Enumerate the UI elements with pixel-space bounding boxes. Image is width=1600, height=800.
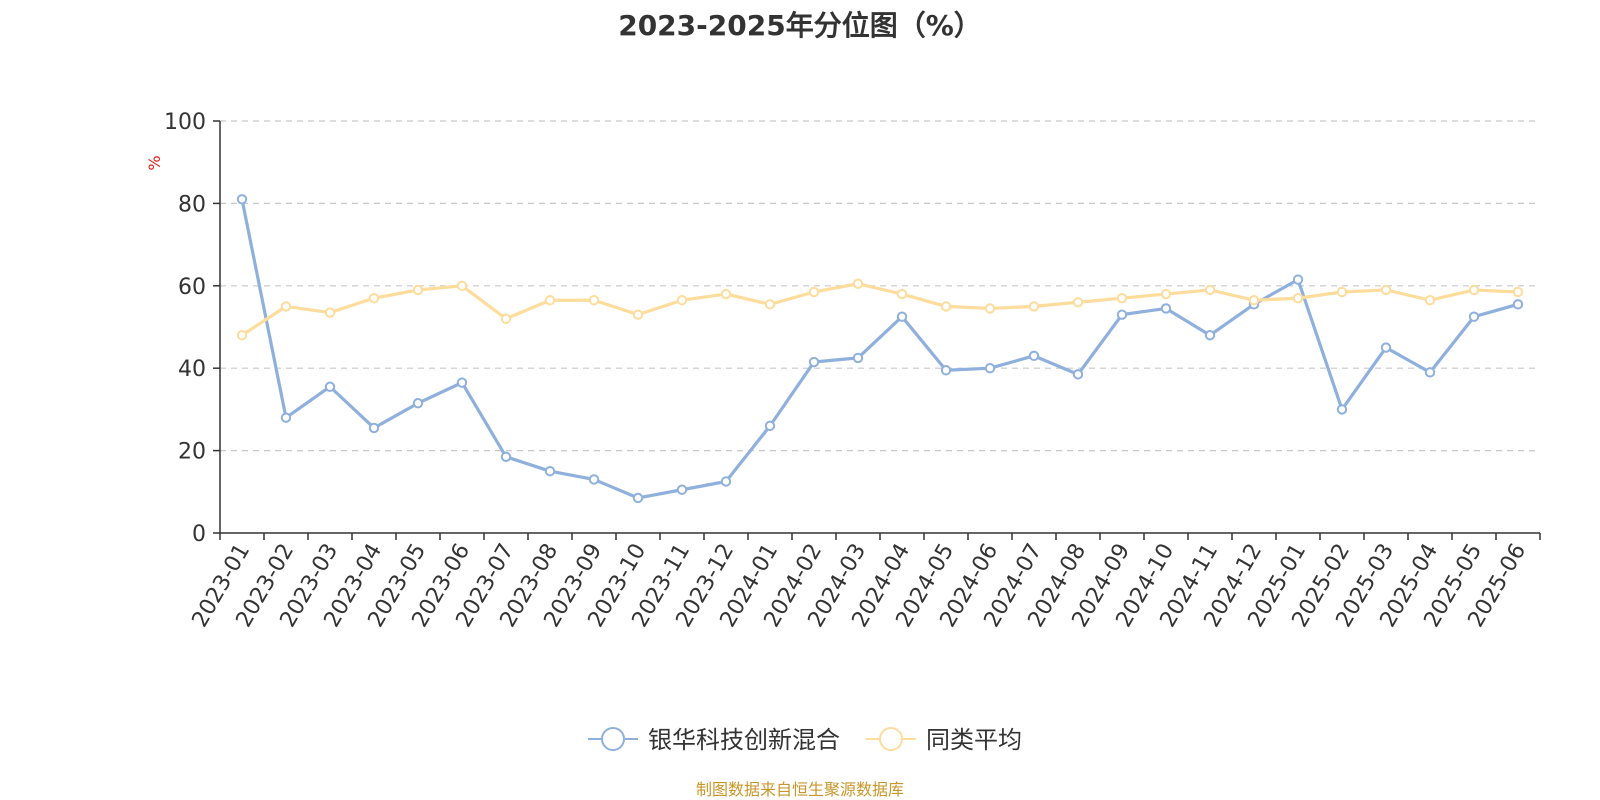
y-axis-unit-label: % (145, 155, 164, 170)
data-point (1204, 284, 1216, 296)
data-point (720, 476, 732, 487)
data-point (1292, 292, 1304, 304)
y-tick-label: 40 (178, 357, 206, 382)
data-point (940, 365, 952, 376)
data-point (1248, 295, 1260, 306)
source-note: 制图数据来自恒生聚源数据库 (695, 780, 904, 799)
axes: 0204060801002023-012023-022023-032023-04… (164, 110, 1541, 632)
data-point (368, 292, 380, 304)
data-point (412, 284, 424, 296)
data-point (456, 377, 468, 388)
data-point (588, 295, 600, 306)
data-point (1424, 367, 1436, 378)
data-point (1160, 303, 1172, 314)
data-point (896, 311, 908, 322)
data-point (1380, 342, 1392, 353)
data-point (1512, 286, 1524, 298)
data-point (1028, 301, 1040, 312)
data-point (588, 474, 600, 485)
data-point (676, 295, 688, 306)
legend-label: 银华科技创新混合 (648, 726, 840, 754)
series-line (240, 198, 1519, 500)
data-point (1028, 350, 1040, 362)
data-point (764, 299, 776, 310)
data-point (544, 466, 556, 477)
data-point (896, 288, 908, 300)
data-point (1072, 297, 1084, 308)
data-point (1380, 284, 1392, 296)
data-point (984, 303, 996, 314)
legend-marker (601, 727, 625, 751)
data-point (280, 301, 292, 312)
legend-marker (879, 727, 903, 751)
data-point (764, 420, 776, 432)
data-point (1116, 292, 1128, 304)
legend: 银华科技创新混合 同类平均 (588, 726, 1022, 754)
grid-lines (220, 120, 1540, 452)
data-point (632, 492, 644, 504)
data-point (940, 301, 952, 312)
data-point (852, 278, 864, 289)
data-point (236, 330, 248, 341)
data-point (1292, 274, 1304, 285)
data-point (1336, 286, 1348, 298)
data-point (852, 352, 864, 364)
data-point (456, 280, 468, 291)
data-point (368, 422, 380, 434)
data-point (544, 295, 556, 306)
data-point (412, 398, 424, 409)
chart-title: 2023-2025年分位图（%） (618, 9, 982, 42)
data-point (500, 313, 512, 324)
legend-label: 同类平均 (926, 726, 1022, 754)
data-point (1072, 369, 1084, 380)
y-tick-label: 0 (192, 522, 206, 547)
data-point (280, 412, 292, 423)
data-point (984, 363, 996, 374)
data-point (324, 381, 336, 392)
series-line (241, 282, 1519, 337)
data-point (1160, 288, 1172, 300)
data-point (1116, 309, 1128, 320)
data-point (1204, 330, 1216, 341)
series-lines (236, 194, 1524, 504)
y-tick-label: 100 (164, 110, 206, 135)
data-point (808, 286, 820, 298)
data-point (1468, 284, 1480, 296)
data-point (500, 451, 512, 462)
y-tick-label: 60 (178, 275, 206, 300)
data-point (324, 307, 336, 318)
data-point (1468, 311, 1480, 322)
data-point (676, 484, 688, 495)
data-point (632, 309, 644, 320)
y-tick-label: 80 (178, 192, 206, 217)
data-point (1424, 295, 1436, 306)
data-point (720, 288, 732, 300)
data-point (808, 356, 820, 368)
y-tick-label: 20 (178, 440, 206, 465)
data-point (1336, 404, 1348, 415)
data-point (236, 194, 248, 205)
data-point (1512, 299, 1524, 310)
